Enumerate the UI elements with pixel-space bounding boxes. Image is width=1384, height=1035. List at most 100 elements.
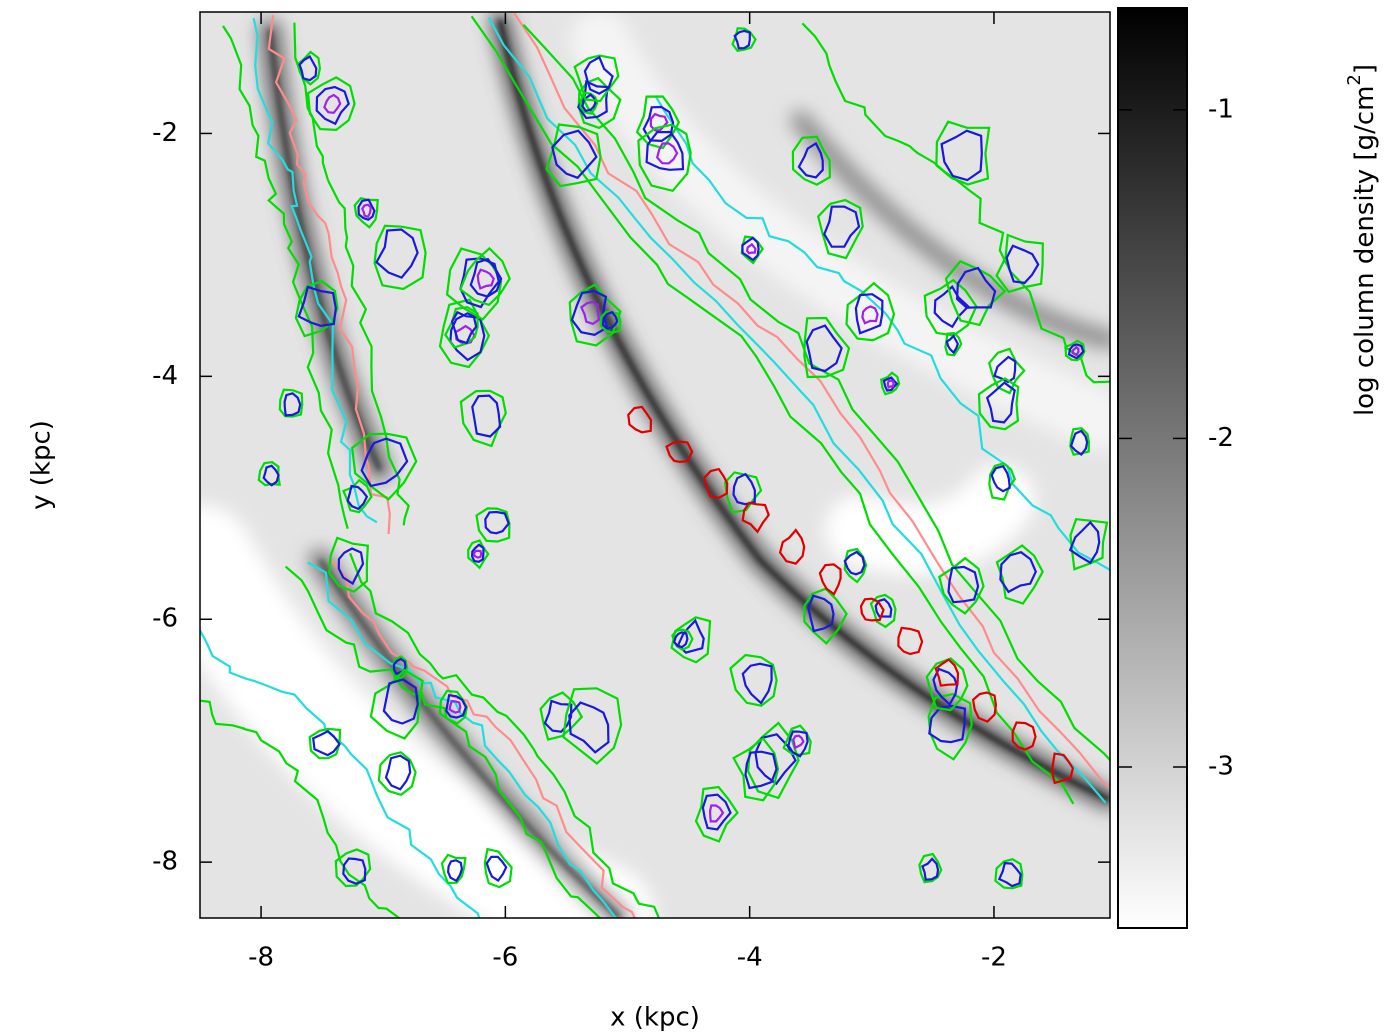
x-tick-label: -6 (492, 943, 518, 973)
contour (642, 105, 675, 143)
contour (778, 528, 806, 565)
contour (803, 587, 848, 645)
contour (879, 371, 901, 396)
contour (375, 228, 419, 279)
contour (665, 440, 694, 464)
x-tick-label: -8 (248, 943, 274, 973)
contour (797, 141, 824, 179)
contour (807, 594, 835, 633)
contour (994, 858, 1024, 890)
contour (1011, 721, 1037, 751)
contour (741, 236, 760, 262)
contour (886, 379, 895, 389)
contour (323, 93, 342, 114)
contour (694, 785, 739, 843)
contour (382, 678, 419, 725)
contour (787, 730, 809, 758)
x-tick-label: -4 (737, 943, 763, 973)
contour (475, 507, 511, 543)
contour (469, 257, 503, 298)
contour (1071, 345, 1080, 357)
contour (741, 501, 770, 534)
contour (444, 305, 479, 349)
contour (990, 464, 1011, 493)
contour (921, 857, 940, 881)
contour (476, 268, 495, 290)
contour (577, 76, 622, 130)
contour (562, 687, 623, 765)
contour (791, 135, 832, 186)
y-tick-label: -8 (152, 847, 178, 877)
contour (637, 123, 692, 193)
contour (342, 857, 367, 885)
contour (854, 293, 884, 335)
contour (672, 631, 689, 649)
contour (932, 667, 959, 707)
contour (200, 628, 481, 918)
contour (655, 142, 679, 165)
contour (312, 729, 341, 757)
contour (635, 95, 681, 150)
contour (940, 129, 983, 182)
contour (601, 310, 619, 330)
contour (754, 733, 797, 786)
colorbar-tick-label: -3 (1208, 752, 1234, 782)
contour (987, 347, 1026, 395)
contour (522, 24, 1110, 762)
contour (995, 233, 1044, 294)
y-tick-label: -2 (152, 118, 178, 148)
contour (470, 543, 485, 563)
contour (445, 693, 468, 719)
contour (843, 550, 866, 576)
x-axis-label: x (kpc) (610, 1003, 700, 1033)
y-axis-label: y (kpc) (27, 420, 57, 510)
contour (472, 549, 483, 559)
contour (1069, 429, 1089, 456)
contour (935, 120, 991, 186)
contour (944, 331, 963, 357)
contour (306, 76, 356, 132)
contour (351, 432, 418, 501)
contour (446, 859, 464, 883)
contour (377, 751, 417, 797)
contour (741, 662, 773, 705)
contour (307, 561, 618, 918)
contour (928, 704, 967, 744)
colorbar (1117, 7, 1188, 929)
contour (823, 205, 861, 248)
contour (200, 699, 401, 918)
contour (308, 727, 342, 760)
contour (330, 559, 637, 918)
contour (938, 556, 985, 615)
contour (654, 95, 1110, 572)
contour (861, 305, 879, 325)
contour (944, 260, 1007, 327)
contour (384, 754, 412, 791)
contour (882, 376, 899, 392)
contour (1067, 343, 1085, 360)
colorbar-label: log column density [g/cm2] (1344, 64, 1380, 416)
contour (1069, 427, 1091, 456)
contour (438, 689, 469, 725)
colorbar-label-end: ] (1350, 64, 1380, 74)
contour (803, 316, 851, 379)
contour (573, 54, 620, 103)
contour (459, 246, 511, 307)
contour (297, 285, 337, 327)
contour (315, 85, 350, 126)
contour (918, 852, 943, 884)
contour (545, 123, 602, 188)
contour (676, 618, 705, 654)
contour (470, 15, 1075, 805)
contour (296, 50, 322, 86)
contour (845, 281, 896, 342)
contour (733, 29, 751, 50)
contour (995, 544, 1044, 605)
contour (805, 324, 843, 373)
contour (671, 628, 694, 651)
contour (298, 54, 318, 82)
contour (731, 27, 757, 52)
colorbar-tick-label: -1 (1208, 94, 1234, 124)
contour (985, 381, 1016, 424)
